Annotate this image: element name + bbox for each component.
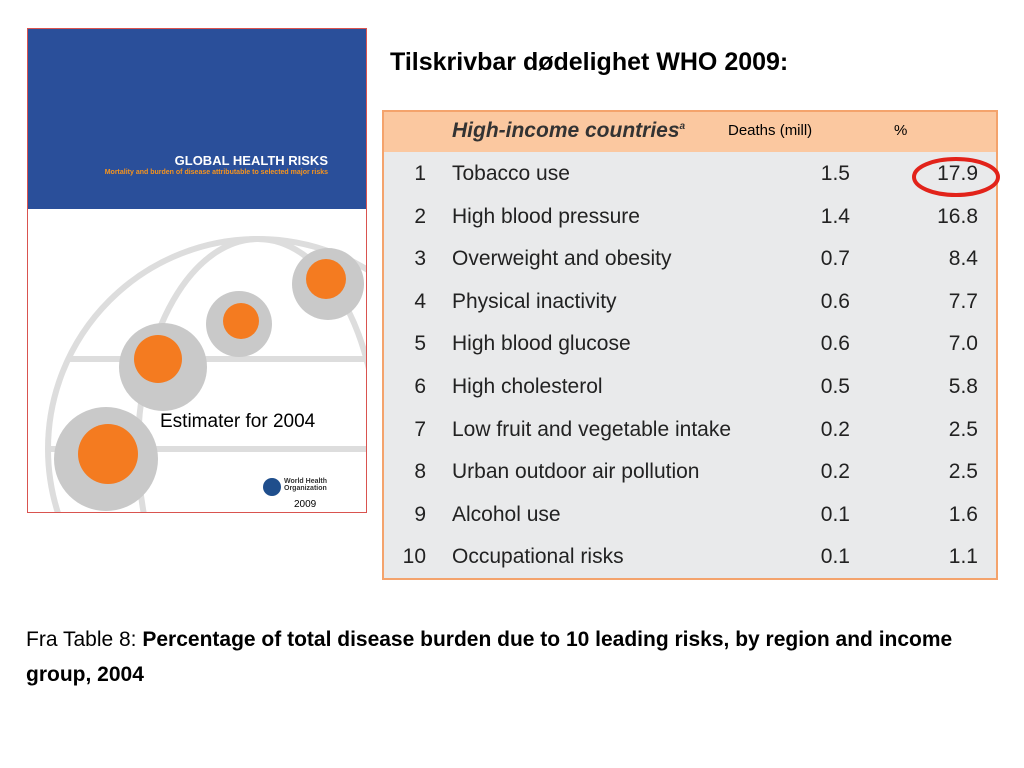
rank: 5 [414, 332, 426, 356]
globe-illustration [45, 236, 366, 512]
caption: Fra Table 8: Percentage of total disease… [26, 622, 986, 692]
rank: 4 [414, 289, 426, 313]
rank: 2 [414, 204, 426, 228]
percent: 7.0 [948, 332, 978, 356]
deaths: 0.5 [820, 375, 850, 398]
risk: High blood glucose [452, 332, 631, 356]
deaths: 1.5 [820, 162, 850, 185]
deaths: 0.7 [820, 247, 850, 271]
footnote-mark: a [679, 121, 686, 132]
deaths: 0.6 [820, 289, 850, 313]
rank: 8 [414, 460, 426, 484]
table-row: 10 Occupational risks 0.1 1.1 [384, 535, 996, 578]
slide-title: Tilskrivbar dødelighet WHO 2009: [390, 48, 789, 76]
percent: 5.8 [948, 375, 978, 398]
percent: 7.7 [948, 289, 978, 313]
percent: 16.8 [937, 204, 978, 228]
risk: Low fruit and vegetable intake [452, 417, 732, 441]
percent: 8.4 [948, 247, 978, 271]
rank: 3 [414, 247, 426, 271]
table-row: 6 High cholesterol 0.5 5.8 [384, 365, 996, 408]
caption-text: Percentage of total disease burden due t… [26, 628, 953, 686]
percent: 2.5 [948, 417, 978, 441]
cover-subtitle: Mortality and burden of disease attribut… [104, 169, 328, 176]
risk: Alcohol use [452, 502, 561, 526]
table-row: 4 Physical inactivity 0.6 7.7 [384, 280, 996, 323]
group-label: High-income countriesa [452, 119, 685, 143]
rank: 7 [414, 417, 426, 441]
year: 2009 [294, 499, 317, 510]
table-row: 2 High blood pressure 1.4 16.8 [384, 195, 996, 238]
risk: Occupational risks [452, 545, 624, 569]
risk: Physical inactivity [452, 289, 617, 313]
percent: 2.5 [948, 460, 978, 484]
deaths: 0.1 [820, 502, 850, 526]
risk: Overweight and obesity [452, 247, 672, 271]
cover-title: GLOBAL HEALTH RISKS [174, 153, 328, 168]
rank: 10 [402, 545, 426, 569]
rank: 6 [414, 375, 426, 398]
percent: 1.1 [948, 545, 978, 569]
caption-prefix: Fra Table 8: [26, 628, 137, 651]
table-header: High-income countriesa Deaths (mill) % [384, 112, 996, 152]
table-row: 3 Overweight and obesity 0.7 8.4 [384, 237, 996, 280]
risk: Tobacco use [452, 162, 570, 185]
rank: 1 [414, 162, 426, 185]
percent: 17.9 [937, 162, 978, 185]
risk-table: High-income countriesa Deaths (mill) % 1… [382, 110, 1000, 580]
percent-header: % [894, 122, 908, 139]
risk: Urban outdoor air pollution [452, 460, 700, 484]
deaths-header: Deaths (mill) [728, 122, 813, 139]
risk: High cholesterol [452, 375, 603, 398]
book-cover: GLOBAL HEALTH RISKS Mortality and burden… [27, 28, 367, 513]
table-row: 1 Tobacco use 1.5 17.9 [384, 152, 996, 195]
table-row: 8 Urban outdoor air pollution 0.2 2.5 [384, 450, 996, 493]
publisher: World Health Organization [284, 478, 328, 492]
deaths: 1.4 [820, 204, 850, 228]
group-name: High-income countries [452, 119, 680, 142]
table-row: 9 Alcohol use 0.1 1.6 [384, 493, 996, 536]
deaths: 0.1 [820, 545, 850, 569]
cover-note: Estimater for 2004 [160, 411, 316, 432]
deaths: 0.2 [820, 460, 850, 484]
highlight-ellipse [912, 157, 1000, 197]
deaths: 0.6 [820, 332, 850, 356]
risk: High blood pressure [452, 204, 640, 228]
rank: 9 [414, 502, 426, 526]
table-row: 7 Low fruit and vegetable intake 0.2 2.5 [384, 408, 996, 451]
table-row: 5 High blood glucose 0.6 7.0 [384, 322, 996, 365]
deaths: 0.2 [820, 417, 850, 441]
percent: 1.6 [948, 502, 978, 526]
cover-band [28, 29, 366, 209]
